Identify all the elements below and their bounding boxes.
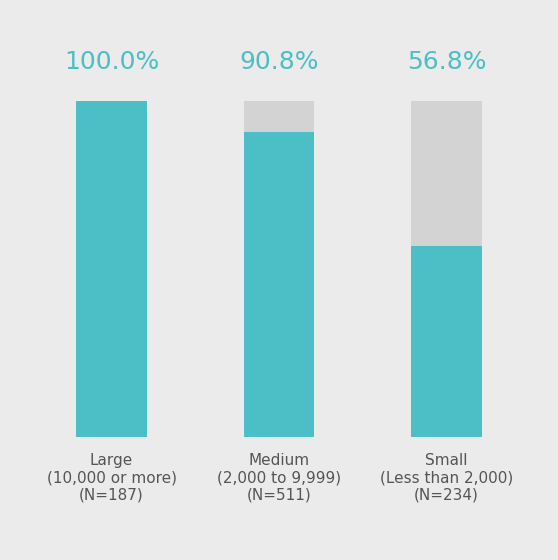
Bar <box>76 101 147 437</box>
Bar <box>411 246 482 437</box>
Text: 90.8%: 90.8% <box>239 50 319 74</box>
Text: 56.8%: 56.8% <box>407 50 486 74</box>
Bar <box>244 132 314 437</box>
Text: 100.0%: 100.0% <box>64 50 159 74</box>
Bar <box>76 101 147 437</box>
Bar <box>411 101 482 437</box>
Bar <box>244 101 314 437</box>
